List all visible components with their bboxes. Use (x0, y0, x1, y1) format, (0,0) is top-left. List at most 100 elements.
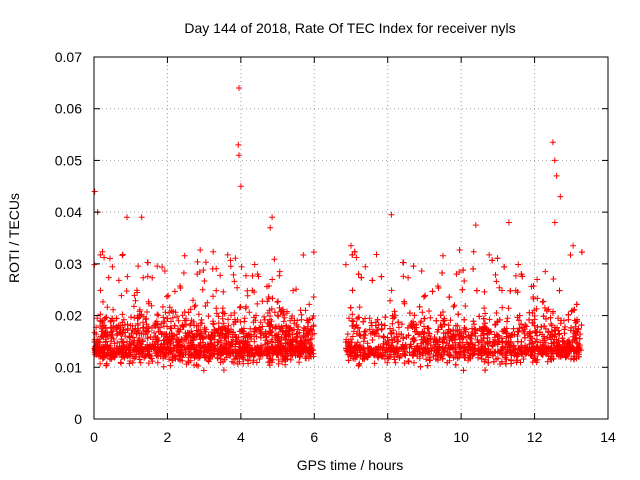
data-point (175, 317, 182, 324)
data-point (255, 273, 262, 280)
data-point (489, 257, 496, 264)
data-point (435, 357, 441, 364)
data-point (405, 332, 412, 339)
data-point (352, 352, 359, 359)
data-point (251, 352, 258, 358)
data-point (121, 354, 128, 361)
data-point (548, 328, 555, 335)
data-point (489, 352, 496, 359)
data-point (201, 328, 208, 335)
data-point (202, 303, 209, 309)
data-point (375, 327, 381, 333)
data-point (310, 313, 317, 319)
data-point (389, 312, 396, 319)
data-point (456, 336, 463, 343)
data-point (346, 348, 353, 355)
data-point (159, 346, 166, 353)
data-point (357, 333, 364, 339)
data-point (269, 276, 276, 283)
data-point (200, 339, 207, 346)
data-point (437, 312, 444, 319)
data-point (495, 338, 502, 345)
data-point (404, 324, 411, 331)
data-point (455, 311, 462, 318)
data-point (98, 328, 105, 335)
data-point (94, 343, 101, 350)
data-point (104, 329, 110, 335)
data-point (388, 211, 395, 218)
data-point (524, 344, 531, 351)
data-point (269, 356, 276, 363)
data-point (261, 313, 268, 320)
data-point (244, 334, 251, 341)
data-point (371, 360, 378, 367)
data-point (360, 318, 367, 325)
data-point (264, 283, 270, 290)
data-point (282, 356, 289, 363)
data-point (362, 263, 369, 270)
data-point (119, 319, 126, 326)
data-point (461, 354, 468, 361)
data-point (236, 152, 242, 159)
data-point (252, 317, 259, 324)
data-point (346, 315, 352, 322)
x-tick-label: 6 (310, 429, 318, 445)
data-point (429, 288, 436, 295)
data-point (278, 308, 285, 314)
data-point (249, 345, 255, 352)
data-point (512, 272, 519, 279)
data-point (423, 356, 430, 363)
data-point (268, 338, 274, 345)
data-point (505, 341, 512, 348)
data-point (507, 287, 514, 294)
data-point (387, 297, 394, 304)
data-point (187, 337, 194, 344)
data-point (258, 342, 265, 349)
data-point (281, 314, 288, 321)
data-point (498, 347, 505, 354)
data-point (181, 252, 188, 259)
y-axis-label: ROTI / TECUs (6, 193, 22, 283)
data-point (144, 273, 151, 280)
data-point (350, 318, 357, 325)
data-point (269, 214, 276, 221)
data-point (310, 294, 317, 300)
data-point (248, 346, 255, 353)
data-point (527, 347, 534, 354)
data-point (247, 325, 254, 332)
data-point (470, 344, 477, 351)
data-point (470, 265, 477, 272)
data-point (220, 310, 227, 317)
data-point (102, 325, 109, 332)
data-point (460, 352, 467, 359)
data-point (221, 348, 228, 355)
data-point (294, 330, 301, 337)
data-point (118, 292, 125, 299)
data-point (131, 303, 137, 310)
data-point (539, 348, 545, 355)
data-point (97, 339, 104, 346)
data-point (391, 353, 397, 360)
data-point (221, 356, 228, 363)
data-point (480, 332, 487, 338)
data-point (244, 357, 251, 364)
data-point (140, 319, 146, 326)
data-point (442, 333, 449, 340)
data-point (153, 352, 160, 359)
data-point (498, 358, 505, 365)
data-point (447, 317, 454, 324)
data-point (456, 247, 463, 253)
data-point (436, 344, 443, 351)
data-point (349, 311, 356, 318)
data-point (99, 323, 106, 330)
data-point (199, 286, 206, 293)
data-point (545, 353, 552, 360)
data-point (271, 309, 278, 316)
data-point (492, 321, 499, 328)
data-point (265, 320, 272, 327)
data-point (135, 315, 142, 322)
data-point (267, 353, 274, 359)
data-point (400, 259, 406, 266)
data-point (180, 270, 187, 276)
data-point (266, 345, 273, 352)
